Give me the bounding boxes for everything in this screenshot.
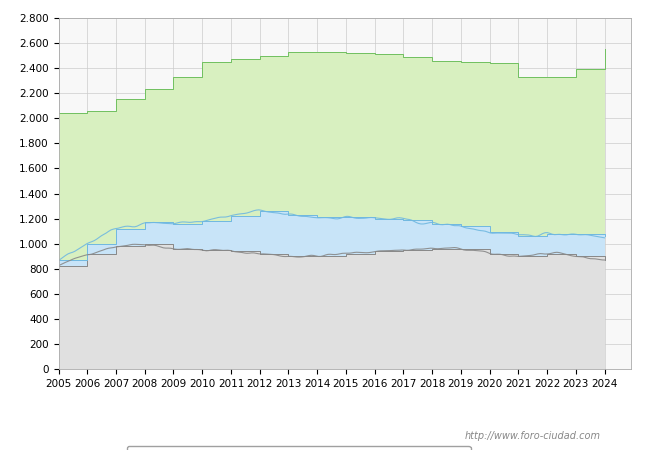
Legend: Ocupados, Parados, Hab. entre 16-64: Ocupados, Parados, Hab. entre 16-64 <box>127 446 471 450</box>
Text: Valle de Mena - Evolucion de la poblacion en edad de Trabajar Agosto de 2024: Valle de Mena - Evolucion de la poblacio… <box>63 10 587 23</box>
Text: http://www.foro-ciudad.com: http://www.foro-ciudad.com <box>465 431 601 441</box>
